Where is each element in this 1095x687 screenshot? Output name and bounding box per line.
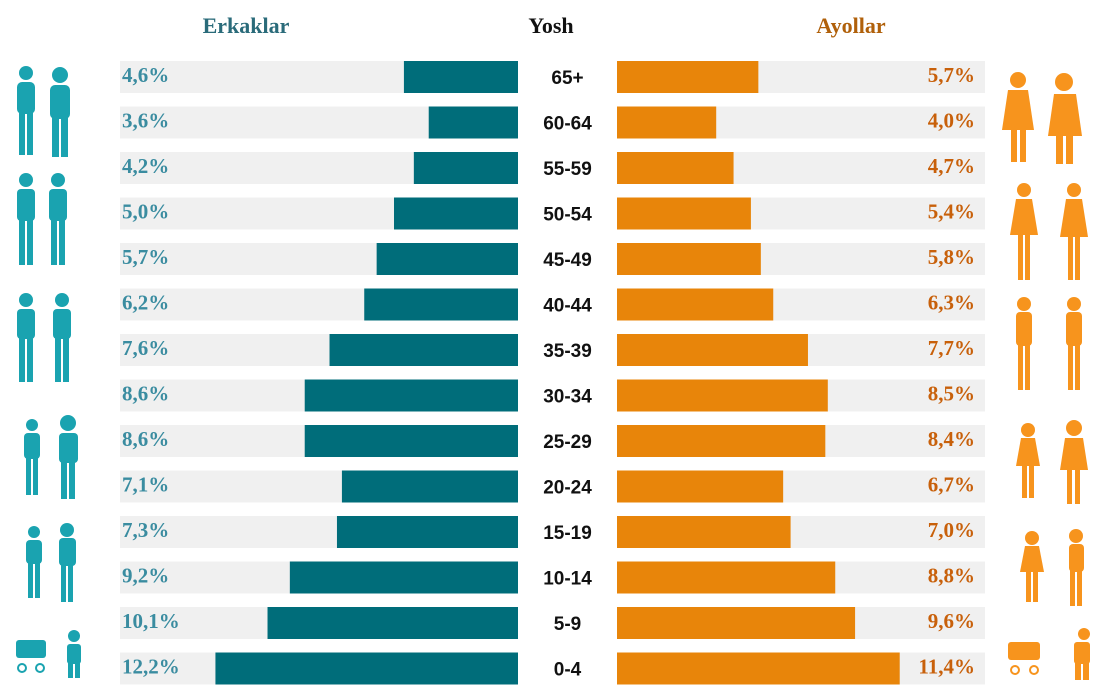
bar <box>376 243 518 275</box>
category-label: 35-39 <box>543 341 592 362</box>
value-label: 6,3% <box>928 290 975 314</box>
value-label: 7,1% <box>122 472 169 496</box>
female-header: Ayollar <box>816 13 885 38</box>
category-label: 15-19 <box>543 523 592 544</box>
bar <box>413 152 518 184</box>
bar <box>329 334 518 366</box>
bar <box>617 561 836 594</box>
category-label: 30-34 <box>543 387 592 408</box>
bar <box>617 334 808 366</box>
bar <box>341 470 518 503</box>
category-label: 5-9 <box>554 614 581 635</box>
bar <box>336 516 518 548</box>
bar <box>403 61 518 93</box>
value-label: 5,7% <box>928 63 975 87</box>
bar <box>617 197 751 230</box>
male-icons <box>16 66 81 678</box>
female-icons <box>1002 72 1090 680</box>
value-label: 8,6% <box>122 381 169 405</box>
value-label: 6,7% <box>928 472 975 496</box>
value-label: 3,6% <box>122 108 169 132</box>
bar <box>617 379 828 412</box>
value-label: 11,4% <box>918 654 975 678</box>
category-header: Yosh <box>528 13 573 38</box>
value-label: 5,4% <box>928 199 975 223</box>
bar <box>428 106 518 139</box>
bar <box>617 470 784 503</box>
category-label: 0-4 <box>554 660 582 681</box>
value-label: 7,6% <box>122 336 169 360</box>
value-label: 8,4% <box>928 427 975 451</box>
bar <box>617 243 761 275</box>
category-label: 45-49 <box>543 250 592 271</box>
value-label: 7,0% <box>928 518 975 542</box>
bar <box>617 516 791 548</box>
value-label: 10,1% <box>122 609 180 633</box>
bar <box>394 197 518 230</box>
bar <box>617 106 717 139</box>
category-label: 60-64 <box>543 114 592 135</box>
bar <box>617 652 900 685</box>
bar <box>617 61 759 93</box>
bar <box>617 288 774 321</box>
bar <box>304 379 518 412</box>
value-label: 5,8% <box>928 245 975 269</box>
value-label: 4,7% <box>928 154 975 178</box>
category-label: 40-44 <box>543 296 592 317</box>
value-label: 4,2% <box>122 154 169 178</box>
value-label: 8,5% <box>928 381 975 405</box>
value-label: 7,3% <box>122 518 169 542</box>
male-header: Erkaklar <box>203 13 290 38</box>
value-label: 9,6% <box>928 609 975 633</box>
bar <box>215 652 518 685</box>
value-label: 6,2% <box>122 290 169 314</box>
value-label: 8,6% <box>122 427 169 451</box>
category-label: 50-54 <box>543 205 592 226</box>
category-label: 20-24 <box>543 478 592 499</box>
bar <box>304 425 518 457</box>
value-label: 7,7% <box>928 336 975 360</box>
bar <box>289 561 518 594</box>
bar <box>617 607 856 639</box>
bar <box>617 425 826 457</box>
category-label: 10-14 <box>543 569 592 590</box>
bar <box>617 152 734 184</box>
value-label: 12,2% <box>122 654 180 678</box>
value-label: 5,0% <box>122 199 169 223</box>
value-label: 8,8% <box>928 563 975 587</box>
category-label: 55-59 <box>543 159 592 180</box>
bar <box>364 288 518 321</box>
value-label: 4,6% <box>122 63 169 87</box>
value-label: 4,0% <box>928 108 975 132</box>
bar <box>267 607 518 639</box>
category-label: 65+ <box>551 68 583 89</box>
value-label: 5,7% <box>122 245 169 269</box>
category-label: 25-29 <box>543 432 592 453</box>
value-label: 9,2% <box>122 563 169 587</box>
